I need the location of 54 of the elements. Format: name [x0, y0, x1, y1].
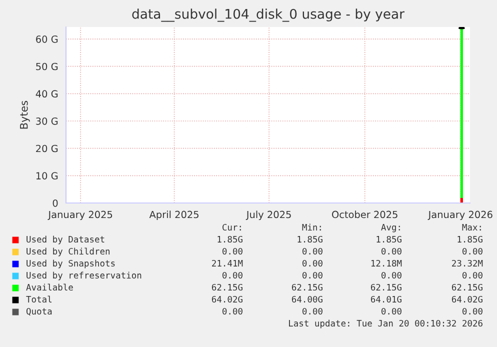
text: 1.85G [376, 236, 402, 243]
text: 0.00 [462, 248, 482, 255]
x-tick-label: January 2025 [48, 210, 112, 220]
text: 62.15G [452, 284, 482, 291]
text: Min: [302, 224, 321, 230]
text: 0.00 [222, 308, 242, 315]
text: 0.00 [222, 272, 242, 279]
x-tick-label: January 2026 [428, 210, 492, 220]
text: 0.00 [302, 248, 322, 255]
legend-label: Used by Snapshots [26, 260, 115, 268]
text: 0.00 [222, 248, 242, 255]
text: Cur: [222, 224, 241, 231]
text: 0.00 [382, 272, 402, 279]
legend-label: Total [26, 296, 52, 303]
text: Max: [462, 224, 481, 231]
text: 0.00 [302, 272, 322, 279]
legend-label: Used by refreservation [26, 272, 142, 280]
chart-title: data__subvol_104_disk_0 usage - by year [132, 8, 404, 22]
x-tick-label: October 2025 [332, 210, 398, 218]
text: 62.15G [212, 284, 242, 291]
x-tick-label: April 2025 [149, 210, 198, 220]
y-tick-label: 0 [52, 199, 58, 207]
y-axis-title: Bytes [20, 100, 30, 129]
text: Last update: Tue Jan 20 00:10:32 2026 [289, 320, 482, 328]
text: 23.32M [452, 260, 483, 267]
legend-label: Quota [26, 308, 52, 316]
y-tick-label: 10 G [36, 172, 58, 180]
text: 1.85G [458, 236, 482, 243]
text: 21.41M [212, 260, 243, 266]
y-tick-label: 20 G [36, 144, 58, 152]
text: 64.01G [370, 296, 402, 303]
x-tick-label: July 2025 [246, 210, 291, 220]
y-tick-label: 30 G [36, 117, 58, 125]
y-tick-label: 50 G [36, 62, 58, 70]
text: 1.85G [218, 236, 242, 243]
text: 64.02G [212, 296, 242, 303]
y-tick-label: 40 G [36, 90, 58, 98]
text: 0.00 [462, 272, 482, 279]
text: 62.15G [292, 284, 322, 291]
text: Avg: [381, 224, 400, 232]
legend-label: Available [26, 284, 73, 291]
text: 0.00 [302, 308, 322, 315]
y-tick-label: 60 G [36, 36, 58, 43]
text: 0.00 [382, 308, 402, 315]
text: 64.00G [292, 296, 322, 303]
legend-label: Used by Dataset [26, 236, 104, 244]
text: 0.00 [302, 260, 322, 267]
text: 64.02G [452, 296, 482, 303]
legend-label: Used by Children [26, 248, 110, 256]
text: 12.18M [371, 260, 402, 267]
text: 1.85G [298, 236, 322, 243]
text: 0.00 [462, 308, 482, 315]
text: 62.15G [370, 284, 402, 291]
text: 0.00 [382, 248, 402, 255]
